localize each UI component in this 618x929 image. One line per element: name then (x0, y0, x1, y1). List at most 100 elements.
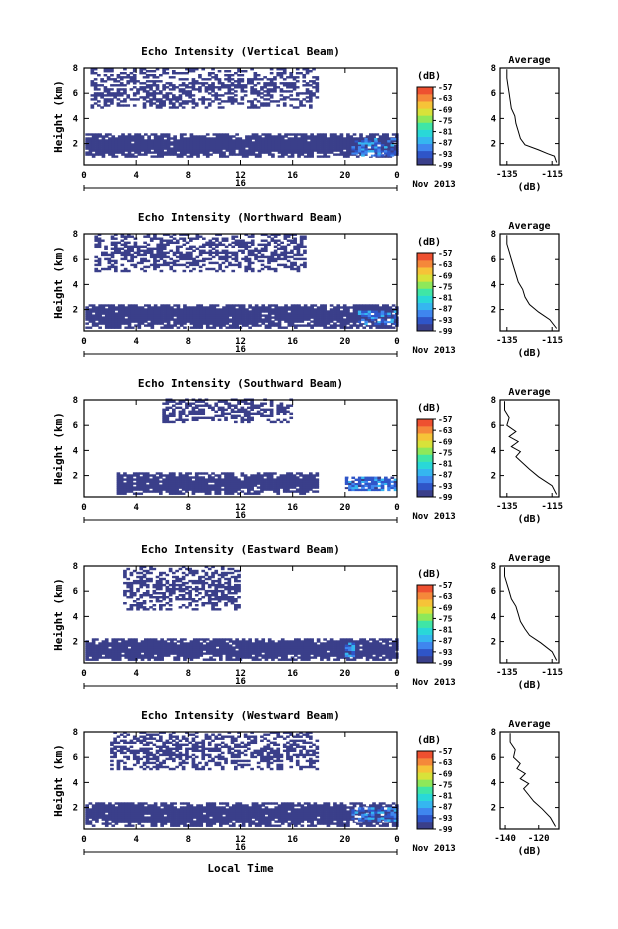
echo-cell (359, 316, 363, 319)
average-y-tick-label: 8 (491, 230, 496, 240)
echo-cell (111, 656, 116, 659)
echo-cell (176, 155, 181, 158)
echo-cell (316, 149, 321, 152)
echo-cell (243, 410, 248, 414)
echo-cell (225, 318, 230, 321)
y-tick-label: 6 (73, 421, 78, 431)
echo-cell (380, 478, 385, 482)
echo-cell (287, 139, 292, 142)
echo-cell (273, 86, 277, 89)
echo-cell (183, 308, 187, 311)
echo-cell (168, 92, 173, 95)
x-tick-label: 12 (235, 337, 246, 347)
echo-cell (250, 474, 254, 477)
echo-cell (205, 648, 210, 651)
echo-cell (165, 72, 170, 75)
echo-cell (355, 147, 360, 150)
echo-cell (152, 482, 157, 485)
echo-cell (134, 656, 138, 659)
echo-cell (140, 318, 145, 321)
echo-cell (280, 257, 284, 261)
echo-cell (234, 480, 238, 483)
echo-cell (134, 314, 138, 317)
echo-cell (153, 137, 158, 140)
echo-cell (88, 326, 93, 329)
echo-cell (320, 308, 324, 311)
colorbar-tick-label: -99 (438, 327, 453, 336)
y-tick-label: 4 (73, 446, 79, 456)
echo-cell (284, 306, 288, 309)
echo-cell (140, 259, 144, 263)
echo-cell (119, 100, 124, 103)
echo-cell (282, 98, 287, 101)
echo-cell (144, 147, 148, 150)
echo-cell (251, 642, 256, 645)
echo-cell (367, 314, 372, 318)
echo-cell (377, 142, 382, 145)
echo-cell (264, 139, 269, 142)
echo-cell (313, 145, 318, 148)
echo-cell (225, 145, 230, 148)
echo-cell (212, 658, 217, 661)
echo-cell (108, 652, 112, 655)
echo-cell (212, 312, 217, 315)
echo-cell (199, 316, 204, 319)
echo-cell (357, 320, 362, 324)
echo-cell (108, 320, 112, 323)
echo-cell (94, 243, 99, 247)
echo-cell (300, 133, 305, 136)
echo-cell (117, 648, 122, 651)
echo-cell (140, 249, 144, 253)
echo-cell (179, 141, 184, 144)
echo-cell (228, 251, 232, 255)
echo-cell (300, 312, 305, 315)
echo-cell (139, 70, 144, 73)
echo-cell (243, 86, 248, 89)
echo-cell (85, 137, 89, 140)
echo-cell (296, 247, 301, 251)
echo-cell (271, 310, 275, 313)
echo-cell (160, 322, 164, 325)
echo-cell (260, 414, 264, 418)
echo-cell (101, 320, 106, 323)
echo-cell (289, 82, 294, 85)
echo-cell (114, 143, 119, 146)
echo-cell (333, 153, 337, 156)
echo-cell (260, 102, 264, 105)
echo-cell (312, 82, 316, 85)
echo-cell (305, 476, 310, 479)
echo-cell (123, 488, 127, 491)
echo-cell (227, 80, 232, 83)
echo-cell (290, 147, 295, 150)
echo-cell (361, 140, 365, 143)
echo-cell (202, 139, 207, 142)
echo-cell (254, 644, 259, 647)
echo-cell (181, 480, 186, 483)
echo-cell (254, 247, 258, 251)
echo-cell (323, 312, 327, 315)
echo-cell (232, 650, 236, 653)
average-y-tick-label: 8 (491, 396, 496, 406)
echo-cell (211, 247, 216, 251)
echo-cell (176, 646, 181, 649)
echo-cell (339, 316, 344, 319)
echo-cell (181, 476, 186, 479)
echo-cell (261, 318, 266, 321)
echo-cell (186, 141, 191, 144)
echo-cell (237, 402, 241, 405)
echo-cell (194, 488, 199, 491)
echo-cell (104, 316, 109, 319)
echo-cell (85, 133, 89, 136)
echo-cell (189, 145, 194, 148)
echo-cell (320, 133, 324, 136)
echo-cell (251, 149, 256, 152)
echo-cell (339, 143, 344, 146)
echo-cell (117, 241, 121, 245)
echo-cell (390, 318, 395, 322)
echo-cell (117, 642, 122, 645)
echo-cell (303, 237, 307, 240)
echo-cell (124, 135, 129, 138)
echo-cell (146, 243, 151, 247)
colorbar-swatch (417, 288, 433, 296)
echo-cell (257, 251, 262, 255)
